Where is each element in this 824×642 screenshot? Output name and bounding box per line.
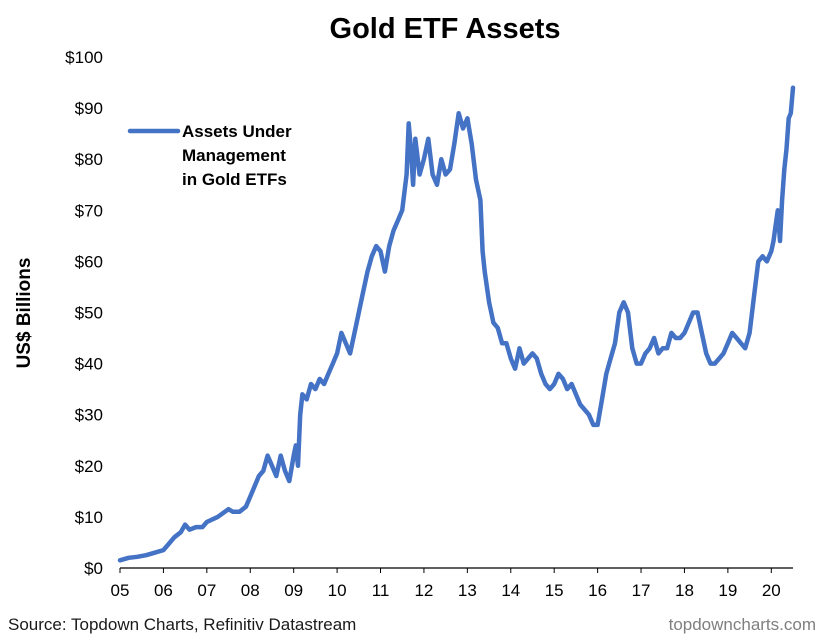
x-tick-label: 19 — [718, 581, 737, 600]
legend-label-line3: in Gold ETFs — [182, 170, 287, 189]
x-tick-label: 05 — [111, 581, 130, 600]
y-tick-label: $10 — [75, 508, 103, 527]
x-tick-label: 11 — [372, 581, 390, 600]
x-tick-label: 18 — [675, 581, 694, 600]
x-tick-label: 14 — [501, 581, 520, 600]
legend-label-line2: Management — [182, 146, 286, 165]
chart-title: Gold ETF Assets — [330, 13, 561, 45]
y-tick-label: $80 — [75, 150, 103, 169]
y-tick-label: $20 — [75, 457, 103, 476]
x-tick-label: 17 — [632, 581, 651, 600]
x-tick-label: 07 — [197, 581, 216, 600]
legend-label-line1: Assets Under — [182, 122, 292, 141]
x-tick-label: 16 — [588, 581, 607, 600]
x-tick-label: 06 — [154, 581, 173, 600]
y-axis-ticks: $0 $10 $20 $30 $40 $50 $60 $70 $80 $90 $100 — [65, 48, 103, 578]
x-tick-label: 12 — [414, 581, 433, 600]
source-note: Source: Topdown Charts, Refinitiv Datast… — [8, 615, 356, 634]
y-tick-label: $60 — [75, 252, 103, 271]
y-tick-label: $40 — [75, 355, 103, 374]
x-tick-label: 10 — [328, 581, 347, 600]
legend: Assets Under Management in Gold ETFs — [127, 122, 292, 189]
brand-watermark: topdowncharts.com — [669, 615, 816, 634]
x-tick-label: 13 — [458, 581, 477, 600]
series-line-gold-etf-assets — [117, 85, 796, 563]
y-tick-label: $50 — [75, 304, 103, 323]
y-tick-label: $70 — [75, 201, 103, 220]
y-axis-label: US$ Billions — [14, 258, 35, 369]
x-axis-ticks: 05 06 07 08 09 10 11 12 13 14 15 16 17 18 19 20 — [111, 568, 781, 600]
x-tick-label: 08 — [241, 581, 260, 600]
x-tick-label: 09 — [284, 581, 303, 600]
y-tick-label: $30 — [75, 406, 103, 425]
x-tick-label: 20 — [762, 581, 781, 600]
y-tick-label: $100 — [65, 48, 103, 67]
y-tick-label: $90 — [75, 99, 103, 118]
x-tick-label: 15 — [545, 581, 564, 600]
y-tick-label: $0 — [84, 559, 103, 578]
